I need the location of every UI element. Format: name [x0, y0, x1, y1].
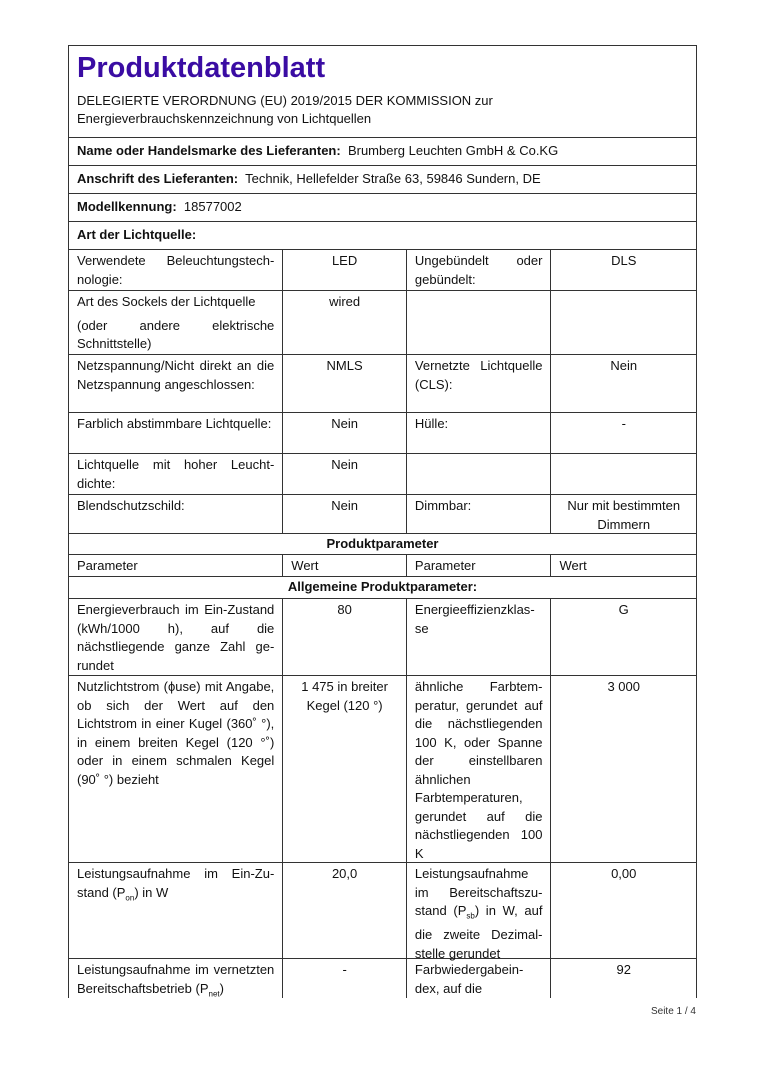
table-row: Art des Sockels der Lichtquelle (oder and… — [69, 291, 696, 355]
table-row: Verwendete Beleuchtungstech­nologie: LED… — [69, 250, 696, 291]
type-label: Art der Lichtquelle: — [77, 227, 197, 242]
subsection-title: Allgemeine Produktparameter: — [287, 579, 478, 594]
param-label: Leistungsaufnahme im vernetz­ten Bereits… — [69, 959, 284, 998]
param-label: Ungebündelt oder gebündelt: — [407, 250, 552, 290]
label-text: ) in W — [134, 884, 169, 900]
param-label: ähnliche Farbtem­peratur, gerundet auf d… — [407, 676, 552, 862]
column-header: Parameter — [407, 555, 552, 576]
param-value: Nein — [283, 413, 407, 453]
supplier-label: Name oder Handelsmarke des Lieferanten: — [77, 143, 341, 158]
supplier-row: Name oder Handelsmarke des Lieferanten: … — [69, 138, 696, 166]
label-text: ) — [219, 980, 224, 996]
product-data-sheet: Produktdatenblatt DELEGIERTE VERORDNUNG … — [68, 45, 697, 998]
table-row: Nutzlichtstrom (ϕuse) mit An­gabe, ob si… — [69, 676, 696, 863]
address-row: Anschrift des Lieferanten: Technik, Hell… — [69, 166, 696, 194]
param-value: NMLS — [283, 355, 407, 412]
param-label: Art des Sockels der Lichtquelle — [77, 294, 256, 309]
param-label: Hülle: — [407, 413, 552, 453]
param-label: Dimmbar: — [407, 495, 552, 533]
table-row: Leistungsaufnahme im vernetz­ten Bereits… — [69, 959, 696, 998]
type-row: Art der Lichtquelle: — [69, 222, 696, 250]
supplier-value: Brumberg Leuchten GmbH & Co.KG — [347, 143, 559, 158]
column-header: Parameter — [69, 555, 284, 576]
param-value: Nein — [610, 358, 638, 373]
regulation-line-2: Energieverbrauchskennzeichnung von Licht… — [77, 111, 372, 126]
label-text: ) in W, auf die zweite Dezimal­stelle ge… — [414, 903, 543, 961]
param-value — [551, 291, 696, 354]
table-row: Blendschutzschild: Nein Dimmbar: Nur mit… — [69, 495, 696, 534]
subscript: on — [125, 893, 135, 903]
label-text: Leistungsaufnahme im vernetz­ten Bereits… — [77, 962, 275, 996]
param-value: 3 000 — [607, 679, 641, 694]
param-label: Vernetzte Lichtquel­le (CLS): — [407, 355, 552, 412]
address-value: Technik, Hellefelder Straße 63, 59846 Su… — [245, 171, 541, 186]
param-value: LED — [283, 250, 407, 290]
param-value: wired — [283, 291, 407, 354]
label-text: Leistungsaufnahme im Ein-Zu­stand (P — [77, 866, 275, 900]
model-label: Modellkennung: — [77, 199, 177, 214]
param-value: Nein — [283, 495, 407, 533]
param-value: 1 475 in brei­ter Kegel (120 °) — [283, 676, 407, 862]
param-value: G — [618, 602, 629, 617]
table-row: Netzspannung/Nicht direkt an die Netzspa… — [69, 355, 696, 413]
title-block: Produktdatenblatt DELEGIERTE VERORDNUNG … — [69, 46, 696, 138]
param-label: Leistungsaufnahme im Ein-Zu­stand (Pon) … — [69, 863, 284, 958]
param-label: Nutzlichtstrom (ϕuse) mit An­gabe, ob si… — [69, 676, 284, 862]
table-row: Energieverbrauch im Ein-Zu­stand (kWh/10… — [69, 599, 696, 676]
subsection-header: Allgemeine Produktparameter: — [69, 577, 696, 599]
param-value: Nein — [283, 454, 407, 494]
param-label: Leistungsaufnahme im Bereitschaftszu­sta… — [407, 863, 552, 961]
column-headers: Parameter Wert Parameter Wert — [69, 555, 696, 577]
param-label: Farbwiedergabein­dex, auf die — [407, 959, 552, 998]
regulation-line-1: DELEGIERTE VERORDNUNG (EU) 2019/2015 DER… — [77, 93, 493, 108]
param-label: Energieeffizienzklas­se — [407, 599, 552, 675]
param-label — [407, 291, 552, 354]
param-label — [407, 454, 552, 494]
param-value — [551, 454, 696, 494]
page-title: Produktdatenblatt — [77, 52, 326, 84]
model-value: 18577002 — [183, 199, 242, 214]
param-value: - — [621, 416, 626, 431]
label-text: Leistungsaufnahme im Bereitschaftszu­sta… — [414, 866, 543, 918]
param-label: Lichtquelle mit hoher Leucht­dichte: — [69, 454, 284, 494]
param-label: Energieverbrauch im Ein-Zu­stand (kWh/10… — [69, 599, 284, 675]
table-row: Farblich abstimmbare Licht­quelle: Nein … — [69, 413, 696, 454]
page-number: Seite 1 / 4 — [650, 1006, 696, 1017]
param-label-cell: Art des Sockels der Lichtquelle (oder and… — [69, 291, 284, 354]
subscript: net — [208, 989, 220, 998]
param-label: Verwendete Beleuchtungstech­nologie: — [69, 250, 284, 290]
param-value: - — [283, 959, 407, 998]
param-label: Netzspannung/Nicht direkt an die Netzspa… — [69, 355, 284, 412]
table-row: Leistungsaufnahme im Ein-Zu­stand (Pon) … — [69, 863, 696, 961]
column-header: Wert — [559, 558, 587, 573]
address-label: Anschrift des Lieferanten: — [77, 171, 239, 186]
model-row: Modellkennung: 18577002 — [69, 194, 696, 222]
param-value: DLS — [611, 253, 637, 268]
param-value: 80 — [283, 599, 407, 675]
section-title: Produktparameter — [326, 536, 439, 551]
table-row: Lichtquelle mit hoher Leucht­dichte: Nei… — [69, 454, 696, 495]
column-header: Wert — [283, 555, 407, 576]
param-label: Blendschutzschild: — [69, 495, 284, 533]
param-label: Farblich abstimmbare Licht­quelle: — [69, 413, 284, 453]
param-value: 92 — [616, 962, 631, 977]
param-value: Nur mit bestimm­ten Dimmern — [567, 498, 681, 532]
param-label-note: (oder andere elektrische Schnittstelle) — [77, 317, 275, 352]
subscript: sb — [466, 911, 475, 921]
param-value: 20,0 — [283, 863, 407, 958]
section-header: Produktparameter — [69, 534, 696, 555]
param-value: 0,00 — [611, 866, 637, 881]
